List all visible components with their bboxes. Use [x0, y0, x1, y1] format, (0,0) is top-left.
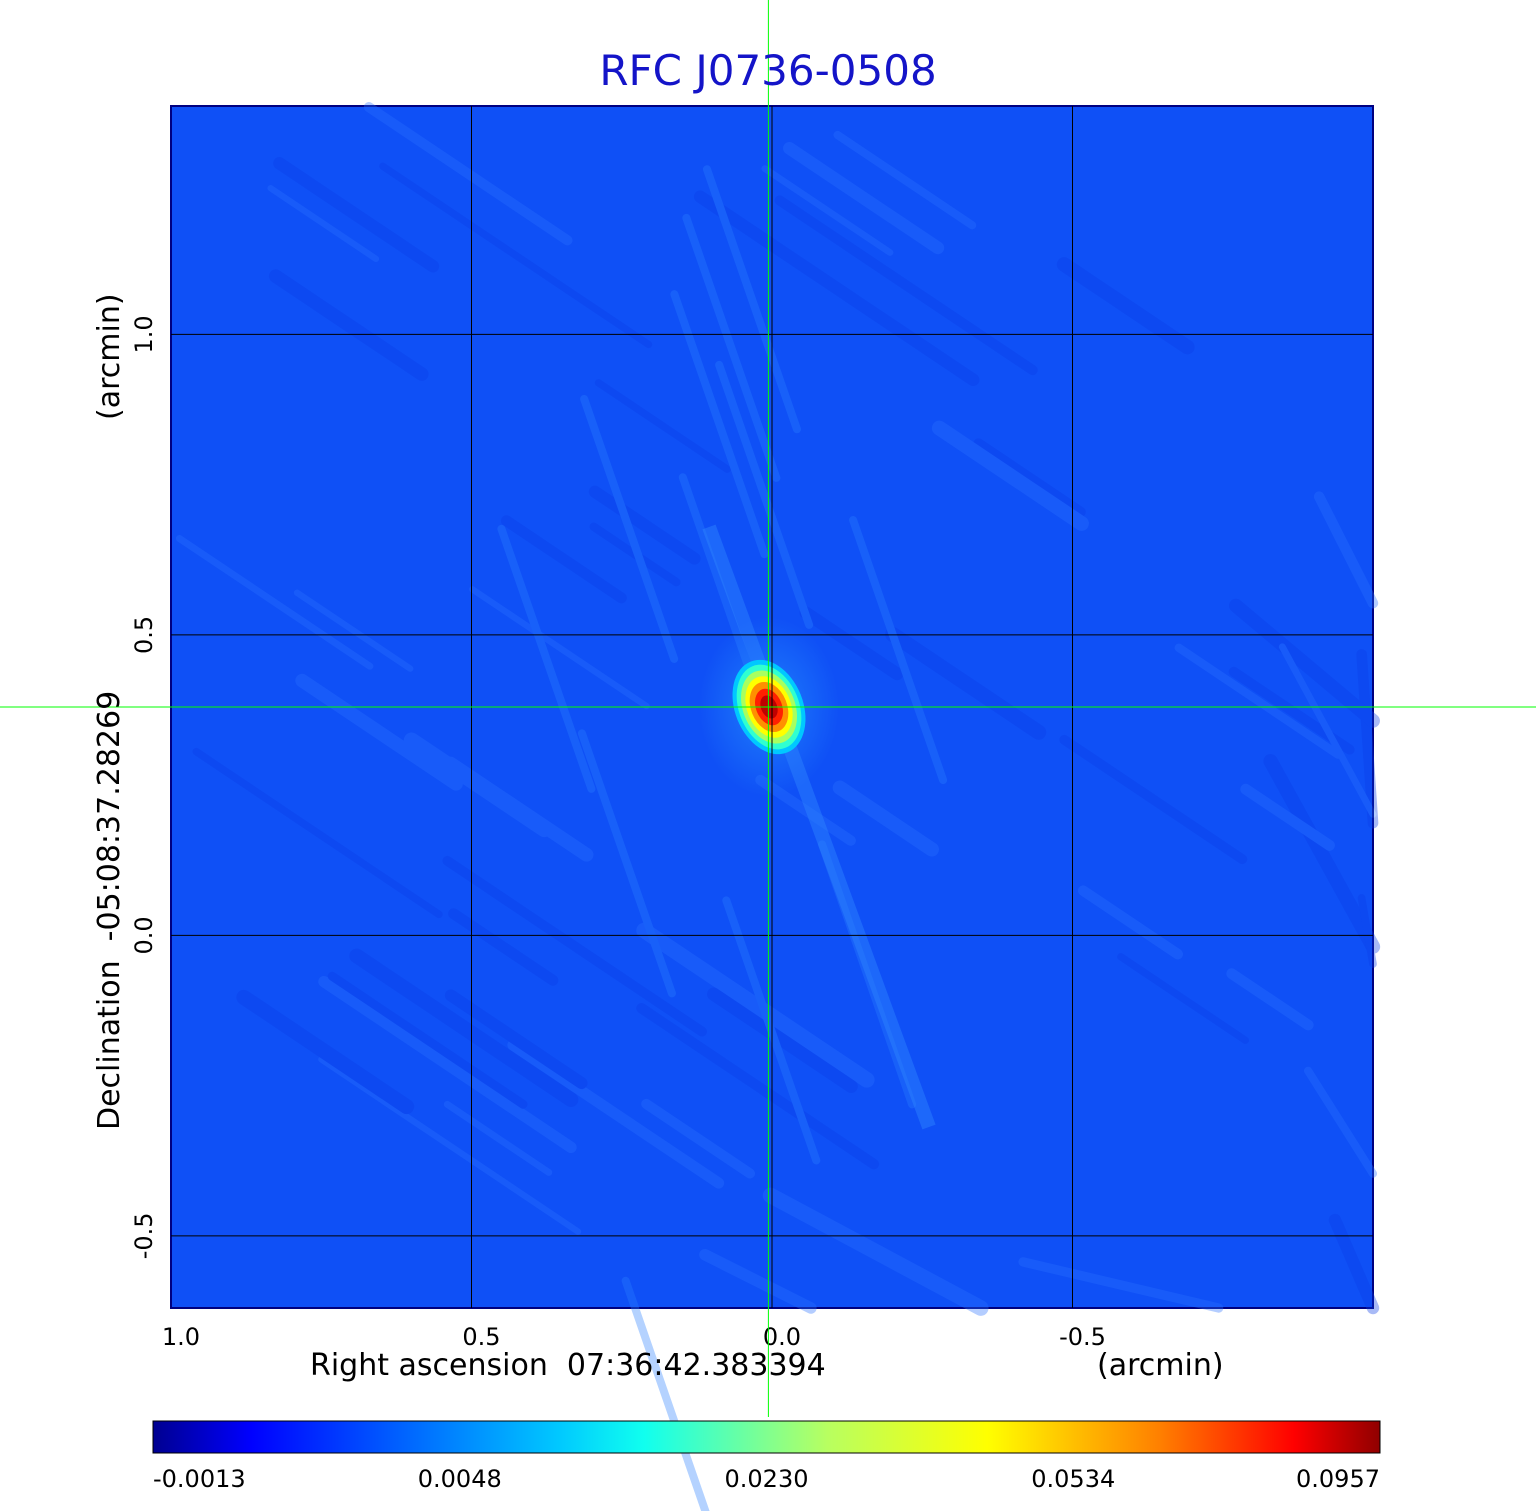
x-axis-label: Right ascension 07:36:42.383394 — [310, 1348, 826, 1383]
noise-streak — [1226, 968, 1314, 1031]
noise-streak — [1077, 885, 1184, 960]
noise-streak — [636, 922, 875, 1088]
noise-streak — [1018, 1257, 1224, 1313]
noise-streak — [1228, 598, 1380, 728]
noise-streak — [1059, 734, 1248, 865]
noise-streak — [1356, 649, 1379, 829]
noise-streak — [1263, 754, 1381, 954]
noise-streak — [442, 855, 707, 1037]
y-axis-unit: (arcmin) — [92, 293, 127, 420]
noise-streak — [444, 989, 588, 1090]
noise-streak — [295, 673, 463, 791]
noise-streak — [318, 975, 577, 1154]
noise-streak — [318, 1056, 582, 1235]
noise-streak — [363, 102, 573, 246]
chart-title: RFC J0736-0508 — [599, 46, 937, 95]
noise-streak — [849, 516, 948, 785]
noise-streak — [762, 1187, 989, 1316]
noise-streak — [497, 524, 596, 793]
noise-streak — [931, 420, 1089, 531]
noise-streak — [682, 213, 781, 482]
colorbar — [152, 1420, 1381, 1454]
noise-streak — [693, 190, 980, 387]
noise-streak — [588, 485, 701, 565]
noise-streak — [192, 747, 443, 919]
colorbar-tick-label: 0.0048 — [418, 1465, 502, 1493]
noise-streak — [469, 586, 650, 710]
noise-streak — [715, 360, 814, 629]
noise-streak — [670, 290, 769, 559]
noise-streak — [236, 989, 415, 1115]
x-axis-unit: (arcmin) — [1097, 1348, 1224, 1383]
colorbar-tick-label: 0.0957 — [1296, 1465, 1380, 1493]
noise-streak — [448, 908, 559, 986]
noise-texture — [175, 102, 1381, 1511]
y-axis-label: Declination -05:08:37.28269 — [92, 690, 127, 1130]
y-tick-label: 1.0 — [130, 315, 158, 353]
noise-streak — [327, 971, 528, 1109]
noise-streak — [1174, 643, 1343, 759]
noise-streak — [783, 141, 945, 255]
noise-streak — [1228, 666, 1355, 755]
noise-streak — [636, 1003, 880, 1170]
noise-streak — [1357, 894, 1377, 968]
noise-streak — [580, 394, 679, 663]
y-tick-labels: 1.0 0.5 0.0 -0.5 — [130, 315, 158, 1259]
noise-streak — [1328, 1213, 1380, 1315]
noise-streak — [1313, 491, 1379, 609]
noise-streak — [443, 756, 594, 862]
noise-streak — [707, 987, 858, 1093]
x-tick-label: 0.0 — [763, 1323, 801, 1351]
noise-streak — [818, 840, 917, 1109]
noise-streak — [699, 1249, 817, 1314]
noise-streak — [273, 157, 440, 273]
noise-streak — [1056, 257, 1195, 355]
noise-streak — [1240, 783, 1335, 851]
y-tick-label: 0.5 — [130, 616, 158, 654]
noise-streak — [641, 1098, 755, 1179]
noise-streak — [885, 626, 1047, 740]
colorbar-tick-label: -0.0013 — [153, 1465, 246, 1493]
noise-streak — [1304, 1066, 1378, 1178]
noise-streak — [832, 780, 939, 857]
noise-streak — [621, 1276, 710, 1511]
noise-streak — [267, 185, 380, 262]
noise-streak — [774, 195, 1038, 376]
source-streak — [702, 524, 936, 1130]
noise-streak — [175, 535, 374, 670]
colorbar-tick-label: 0.0230 — [725, 1465, 809, 1493]
noise-streak — [702, 165, 801, 434]
noise-streak — [973, 438, 1086, 518]
x-tick-label: 1.0 — [162, 1323, 200, 1351]
noise-streak — [761, 165, 894, 256]
x-tick-label: -0.5 — [1059, 1323, 1106, 1351]
y-tick-label: 0.0 — [130, 916, 158, 954]
noise-streak — [268, 269, 429, 381]
noise-streak — [379, 162, 653, 349]
y-tick-label: -0.5 — [130, 1212, 158, 1259]
noise-streak — [577, 729, 676, 998]
colorbar-tick-label: 0.0534 — [1031, 1465, 1115, 1493]
noise-streak — [722, 896, 821, 1165]
noise-streak — [403, 732, 553, 838]
crosshair — [0, 0, 1536, 1417]
noise-streak — [1278, 643, 1377, 818]
noise-streak — [799, 606, 904, 681]
noise-streak — [443, 1100, 553, 1176]
noise-streak — [500, 515, 627, 604]
noise-streak — [349, 948, 579, 1108]
noise-streak — [507, 1039, 725, 1189]
colorbar-tick-labels: -0.0013 0.0048 0.0230 0.0534 0.0957 — [153, 1465, 1380, 1493]
noise-streak — [293, 589, 414, 672]
noise-streak — [594, 379, 731, 473]
noise-streak — [1117, 953, 1249, 1044]
noise-streak — [833, 130, 977, 230]
x-tick-label: 0.5 — [462, 1323, 500, 1351]
x-tick-labels: 1.0 0.5 0.0 -0.5 — [162, 1323, 1106, 1351]
noise-streak — [589, 522, 681, 587]
